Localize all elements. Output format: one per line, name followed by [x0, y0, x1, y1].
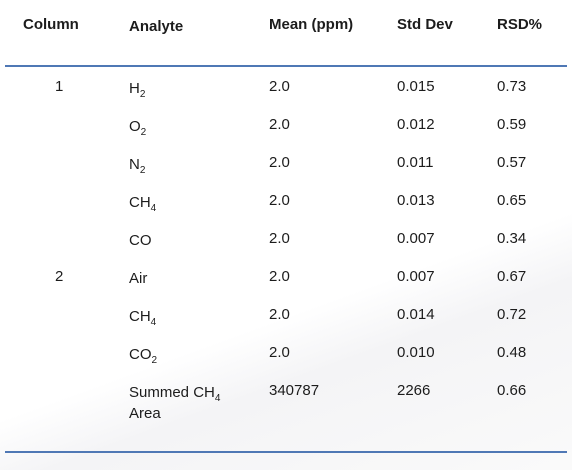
cell-column: 1 — [55, 78, 64, 95]
cell-std-dev: 0.012 — [397, 116, 435, 133]
analyte-subscript: 2 — [139, 89, 146, 100]
analyte-name: N — [129, 156, 140, 173]
cell-analyte: CH4 — [129, 306, 259, 328]
analyte-name: H — [129, 80, 140, 97]
analyte-name-continued: Area — [129, 405, 161, 422]
analyte-subscript: 2 — [151, 355, 158, 366]
header-mean: Mean (ppm) — [269, 16, 354, 33]
cell-rsd: 0.72 — [497, 306, 527, 323]
analyte-name: CH — [129, 194, 151, 211]
cell-rsd: 0.48 — [497, 344, 527, 361]
cell-analyte: O2 — [129, 116, 259, 138]
cell-mean: 2.0 — [269, 344, 290, 361]
analyte-name: CH — [129, 308, 151, 325]
cell-column: 2 — [55, 268, 64, 285]
analyte-name: Summed CH — [129, 384, 215, 401]
cell-rsd: 0.65 — [497, 192, 527, 209]
cell-std-dev: 0.007 — [397, 230, 435, 247]
table-row: CH4 2.0 0.014 0.72 — [0, 306, 572, 328]
analyte-subscript: 4 — [150, 203, 157, 214]
cell-analyte: CO2 — [129, 344, 259, 366]
cell-mean: 340787 — [269, 382, 320, 399]
header-analyte: Analyte — [129, 18, 184, 35]
cell-rsd: 0.67 — [497, 268, 527, 285]
cell-analyte: CH4 — [129, 192, 259, 214]
table-row: Summed CH4 Area 340787 2266 0.66 — [0, 382, 572, 422]
header-std-dev: Std Dev — [397, 16, 453, 33]
bottom-rule — [5, 451, 567, 453]
analyte-subscript: 4 — [150, 317, 157, 328]
cell-mean: 2.0 — [269, 78, 290, 95]
analyte-name: O — [129, 118, 141, 135]
cell-mean: 2.0 — [269, 192, 290, 209]
cell-analyte: N2 — [129, 154, 259, 176]
header-rsd: RSD% — [497, 16, 543, 33]
table-row: CO 2.0 0.007 0.34 — [0, 230, 572, 250]
cell-std-dev: 0.010 — [397, 344, 435, 361]
analyte-subscript: 2 — [139, 165, 146, 176]
table-row: O2 2.0 0.012 0.59 — [0, 116, 572, 138]
table-row: N2 2.0 0.011 0.57 — [0, 154, 572, 176]
cell-rsd: 0.66 — [497, 382, 527, 399]
cell-rsd: 0.57 — [497, 154, 527, 171]
cell-analyte: Summed CH4 Area — [129, 382, 259, 424]
cell-mean: 2.0 — [269, 268, 290, 285]
table-row: CH4 2.0 0.013 0.65 — [0, 192, 572, 214]
table-row: 1 H2 2.0 0.015 0.73 — [0, 78, 572, 100]
cell-rsd: 0.73 — [497, 78, 527, 95]
cell-std-dev: 2266 — [397, 382, 431, 399]
cell-mean: 2.0 — [269, 230, 290, 247]
cell-analyte: Air — [129, 268, 259, 289]
analyte-subscript: 4 — [214, 393, 221, 404]
analyte-subscript: 2 — [140, 127, 147, 138]
cell-std-dev: 0.015 — [397, 78, 435, 95]
cell-rsd: 0.59 — [497, 116, 527, 133]
table-row: CO2 2.0 0.010 0.48 — [0, 344, 572, 366]
analyte-name: CO — [129, 346, 152, 363]
cell-mean: 2.0 — [269, 306, 290, 323]
header-rule — [5, 65, 567, 67]
cell-std-dev: 0.013 — [397, 192, 435, 209]
cell-mean: 2.0 — [269, 154, 290, 171]
table-row: 2 Air 2.0 0.007 0.67 — [0, 268, 572, 288]
cell-analyte: CO — [129, 230, 259, 251]
cell-analyte: H2 — [129, 78, 259, 100]
cell-rsd: 0.34 — [497, 230, 527, 247]
cell-std-dev: 0.014 — [397, 306, 435, 323]
cell-std-dev: 0.011 — [397, 154, 434, 171]
header-column: Column — [23, 16, 79, 33]
table-header: Column Analyte Mean (ppm) Std Dev RSD% — [0, 16, 572, 36]
cell-mean: 2.0 — [269, 116, 290, 133]
analyte-name: CO — [129, 232, 152, 249]
analyte-name: Air — [129, 270, 148, 287]
cell-std-dev: 0.007 — [397, 268, 435, 285]
